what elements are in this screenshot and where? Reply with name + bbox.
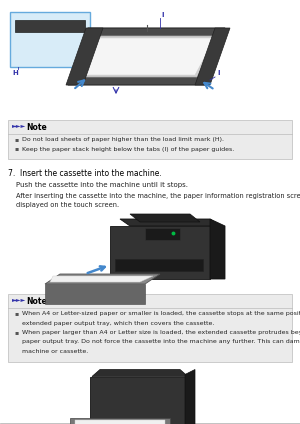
Polygon shape: [185, 369, 195, 424]
Polygon shape: [195, 28, 230, 85]
Text: After inserting the cassette into the machine, the paper information registratio: After inserting the cassette into the ma…: [16, 193, 300, 199]
Polygon shape: [90, 377, 185, 424]
FancyBboxPatch shape: [115, 259, 203, 271]
Text: Keep the paper stack height below the tabs (I) of the paper guides.: Keep the paper stack height below the ta…: [22, 147, 234, 151]
FancyBboxPatch shape: [145, 228, 180, 240]
FancyBboxPatch shape: [8, 294, 292, 362]
Polygon shape: [76, 36, 217, 77]
Text: ►►►: ►►►: [12, 123, 26, 128]
Text: 7.  Insert the cassette into the machine.: 7. Insert the cassette into the machine.: [8, 169, 162, 178]
Text: H: H: [12, 70, 18, 76]
Polygon shape: [66, 28, 103, 85]
Polygon shape: [50, 276, 153, 282]
Text: I: I: [217, 70, 220, 76]
Text: ▪: ▪: [14, 311, 18, 316]
Text: I: I: [161, 12, 164, 18]
Text: Note: Note: [26, 123, 47, 132]
Text: paper output tray. Do not force the cassette into the machine any further. This : paper output tray. Do not force the cass…: [22, 340, 300, 344]
Text: machine or cassette.: machine or cassette.: [22, 349, 88, 354]
Text: When paper larger than A4 or Letter size is loaded, the extended cassette protru: When paper larger than A4 or Letter size…: [22, 330, 300, 335]
Polygon shape: [75, 419, 165, 424]
Polygon shape: [78, 38, 215, 75]
Polygon shape: [70, 418, 170, 424]
Text: displayed on the touch screen.: displayed on the touch screen.: [16, 203, 119, 209]
Text: ▪: ▪: [14, 330, 18, 335]
Text: ►►►: ►►►: [12, 297, 26, 302]
Polygon shape: [130, 214, 200, 222]
Polygon shape: [92, 369, 188, 377]
Polygon shape: [68, 28, 225, 85]
Polygon shape: [120, 219, 220, 226]
Text: ▪: ▪: [14, 147, 18, 151]
FancyBboxPatch shape: [8, 120, 292, 159]
Text: Note: Note: [26, 297, 47, 306]
Polygon shape: [15, 20, 85, 32]
Text: When A4 or Letter-sized paper or smaller is loaded, the cassette stops at the sa: When A4 or Letter-sized paper or smaller…: [22, 311, 300, 316]
Text: Do not load sheets of paper higher than the load limit mark (H).: Do not load sheets of paper higher than …: [22, 137, 224, 142]
Polygon shape: [210, 219, 225, 279]
FancyBboxPatch shape: [10, 12, 90, 67]
Polygon shape: [45, 284, 145, 304]
Polygon shape: [45, 274, 160, 284]
Text: extended paper output tray, which then covers the cassette.: extended paper output tray, which then c…: [22, 321, 214, 326]
Text: ▪: ▪: [14, 137, 18, 142]
Polygon shape: [110, 226, 210, 279]
Text: Push the cassette into the machine until it stops.: Push the cassette into the machine until…: [16, 182, 188, 188]
